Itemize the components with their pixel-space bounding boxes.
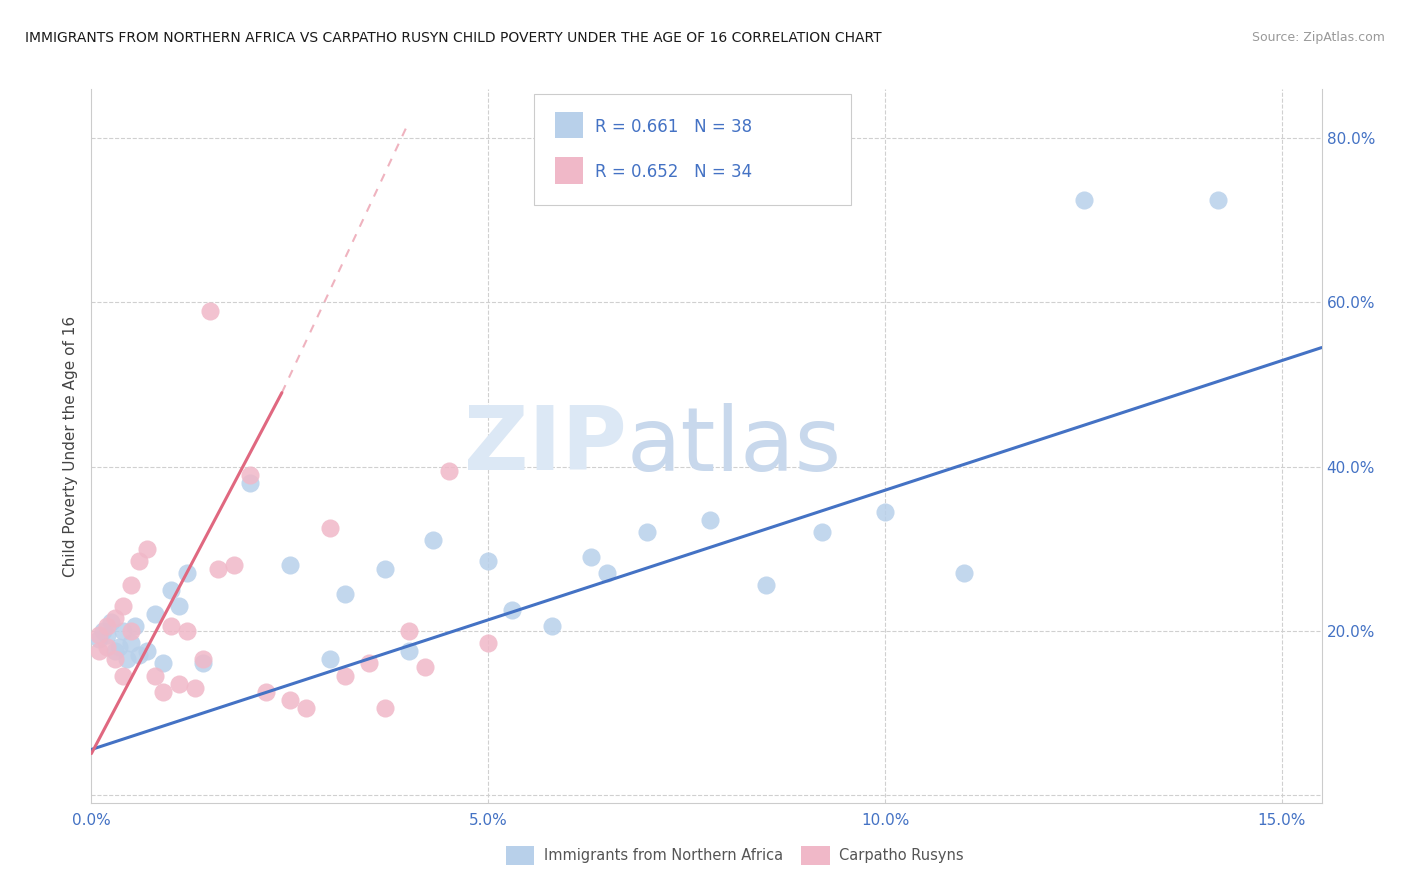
Point (207, 562, 229, 576)
Point (699, 513, 721, 527)
Point (278, 558, 301, 572)
Point (89, 632, 111, 646)
Point (89, 627, 111, 641)
Point (540, 619, 562, 633)
Point (581, 549, 603, 564)
Point (278, 693, 301, 707)
Point (422, 533, 444, 548)
Point (120, 624, 142, 638)
Point (96, 627, 118, 641)
Point (1208, 193, 1230, 207)
Text: Immigrants from Northern Africa: Immigrants from Northern Africa (544, 848, 783, 863)
Point (1073, 193, 1095, 207)
Text: R = 0.652   N = 34: R = 0.652 N = 34 (595, 163, 752, 181)
Point (477, 554, 499, 568)
Point (318, 652, 340, 666)
Point (159, 619, 181, 633)
Point (120, 636, 142, 650)
Point (136, 541, 159, 556)
Point (810, 525, 832, 540)
Point (176, 566, 198, 581)
Point (413, 660, 436, 674)
Point (335, 668, 357, 682)
Point (108, 640, 131, 654)
Point (254, 685, 277, 699)
Point (167, 677, 190, 691)
Point (374, 701, 396, 715)
Point (115, 652, 138, 666)
Point (398, 644, 420, 658)
Point (318, 521, 340, 535)
Point (437, 464, 460, 478)
Point (755, 578, 778, 592)
Y-axis label: Child Poverty Under the Age of 16: Child Poverty Under the Age of 16 (62, 316, 77, 576)
Point (128, 554, 150, 568)
Point (143, 668, 166, 682)
Point (152, 685, 174, 699)
Point (159, 582, 181, 597)
Point (398, 624, 420, 638)
Point (136, 644, 159, 658)
Point (200, 303, 222, 318)
Point (953, 566, 976, 581)
Point (183, 681, 205, 695)
Point (374, 562, 396, 576)
Point (143, 607, 166, 622)
Point (104, 652, 127, 666)
Point (91, 624, 114, 638)
Point (112, 668, 135, 682)
Point (477, 636, 499, 650)
Point (104, 644, 127, 658)
Point (501, 603, 523, 617)
Point (104, 611, 127, 625)
Point (124, 619, 146, 633)
Text: IMMIGRANTS FROM NORTHERN AFRICA VS CARPATHO RUSYN CHILD POVERTY UNDER THE AGE OF: IMMIGRANTS FROM NORTHERN AFRICA VS CARPA… (25, 31, 882, 45)
Point (120, 578, 142, 592)
Point (152, 657, 174, 671)
Point (224, 558, 246, 572)
Point (294, 701, 316, 715)
Point (112, 624, 135, 638)
Point (96, 640, 118, 654)
Point (128, 648, 150, 662)
Text: R = 0.661   N = 38: R = 0.661 N = 38 (595, 118, 752, 136)
Point (596, 566, 619, 581)
Point (875, 505, 897, 519)
Point (112, 599, 135, 613)
Point (96, 619, 118, 633)
Point (239, 475, 262, 490)
Text: Carpatho Rusyns: Carpatho Rusyns (839, 848, 965, 863)
Text: ZIP: ZIP (464, 402, 627, 490)
Point (239, 467, 262, 482)
Point (191, 652, 214, 666)
Point (191, 657, 214, 671)
Point (176, 624, 198, 638)
Text: Source: ZipAtlas.com: Source: ZipAtlas.com (1251, 31, 1385, 45)
Point (167, 599, 190, 613)
Point (335, 587, 357, 601)
Point (89, 644, 111, 658)
Point (636, 525, 658, 540)
Text: atlas: atlas (627, 402, 842, 490)
Point (359, 657, 381, 671)
Point (100, 615, 122, 630)
